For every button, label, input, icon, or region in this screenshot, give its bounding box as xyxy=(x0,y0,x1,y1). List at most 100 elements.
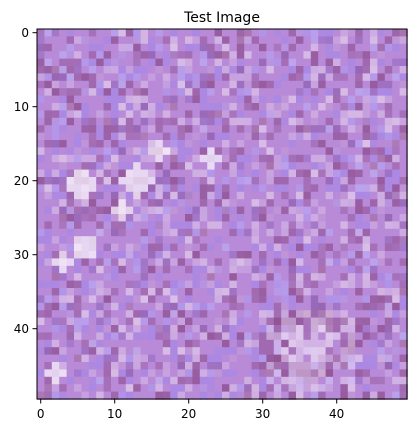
image-pixel xyxy=(288,347,297,356)
image-pixel xyxy=(325,58,334,67)
image-pixel xyxy=(362,88,371,97)
image-pixel xyxy=(392,243,401,252)
image-pixel xyxy=(259,184,268,193)
image-pixel xyxy=(296,162,305,171)
image-pixel xyxy=(310,354,319,363)
x-tick-label-20: 20 xyxy=(181,407,196,421)
image-pixel xyxy=(74,88,83,97)
image-pixel xyxy=(44,43,53,52)
image-pixel xyxy=(192,147,201,156)
image-pixel xyxy=(347,80,356,89)
image-pixel xyxy=(125,347,134,356)
image-pixel xyxy=(259,339,268,348)
image-pixel xyxy=(162,214,171,223)
image-pixel xyxy=(273,66,282,75)
image-pixel xyxy=(103,43,112,52)
image-pixel xyxy=(103,384,112,393)
image-pixel xyxy=(318,95,327,104)
image-pixel xyxy=(362,199,371,208)
image-pixel xyxy=(177,147,186,156)
image-pixel xyxy=(333,103,342,112)
image-pixel xyxy=(229,132,238,141)
image-pixel xyxy=(199,169,208,178)
image-pixel xyxy=(103,125,112,134)
image-pixel xyxy=(251,132,260,141)
image-pixel xyxy=(199,236,208,245)
image-pixel xyxy=(273,162,282,171)
image-pixel xyxy=(296,51,305,60)
image-pixel xyxy=(399,110,408,119)
image-pixel xyxy=(133,376,142,385)
image-pixel xyxy=(288,162,297,171)
image-pixel xyxy=(229,80,238,89)
image-pixel xyxy=(236,29,245,38)
image-pixel xyxy=(177,228,186,237)
image-pixel xyxy=(296,191,305,200)
image-pixel xyxy=(377,51,386,60)
image-pixel xyxy=(74,384,83,393)
image-pixel xyxy=(177,184,186,193)
image-pixel xyxy=(236,258,245,267)
image-pixel xyxy=(288,169,297,178)
image-pixel xyxy=(155,310,164,319)
image-pixel xyxy=(259,140,268,149)
image-pixel xyxy=(96,339,105,348)
image-pixel xyxy=(125,236,134,245)
image-pixel xyxy=(318,376,327,385)
image-pixel xyxy=(273,36,282,45)
image-pixel xyxy=(170,88,179,97)
image-pixel xyxy=(244,88,253,97)
image-pixel xyxy=(207,347,216,356)
image-pixel xyxy=(162,288,171,297)
image-pixel xyxy=(229,36,238,45)
image-pixel xyxy=(118,273,127,282)
image-pixel xyxy=(214,29,223,38)
image-pixel xyxy=(259,147,268,156)
image-pixel xyxy=(207,317,216,326)
image-pixel xyxy=(347,265,356,274)
image-pixel xyxy=(66,310,75,319)
image-pixel xyxy=(392,302,401,311)
image-pixel xyxy=(347,147,356,156)
image-pixel xyxy=(266,369,275,378)
image-pixel xyxy=(288,147,297,156)
image-pixel xyxy=(59,347,68,356)
image-pixel xyxy=(303,147,312,156)
image-pixel xyxy=(66,184,75,193)
image-pixel xyxy=(103,288,112,297)
image-pixel xyxy=(355,214,364,223)
image-pixel xyxy=(118,251,127,260)
image-pixel xyxy=(111,162,120,171)
image-pixel xyxy=(214,132,223,141)
image-pixel xyxy=(288,29,297,38)
image-pixel xyxy=(66,177,75,186)
image-pixel xyxy=(214,177,223,186)
image-pixel xyxy=(310,221,319,230)
image-pixel xyxy=(88,140,97,149)
image-pixel xyxy=(392,162,401,171)
image-pixel xyxy=(96,29,105,38)
image-pixel xyxy=(199,214,208,223)
image-pixel xyxy=(384,103,393,112)
image-pixel xyxy=(370,214,379,223)
image-pixel xyxy=(133,132,142,141)
image-pixel xyxy=(148,206,157,215)
image-pixel xyxy=(303,354,312,363)
image-pixel xyxy=(340,117,349,126)
image-pixel xyxy=(370,191,379,200)
image-pixel xyxy=(96,310,105,319)
image-pixel xyxy=(96,243,105,252)
image-pixel xyxy=(207,169,216,178)
image-pixel xyxy=(81,103,90,112)
image-pixel xyxy=(51,169,60,178)
image-pixel xyxy=(288,354,297,363)
image-pixel xyxy=(347,376,356,385)
image-pixel xyxy=(111,199,120,208)
image-pixel xyxy=(384,228,393,237)
image-pixel xyxy=(288,103,297,112)
image-pixel xyxy=(59,391,68,400)
image-pixel xyxy=(51,317,60,326)
image-pixel xyxy=(333,199,342,208)
image-pixel xyxy=(222,191,231,200)
image-pixel xyxy=(118,221,127,230)
